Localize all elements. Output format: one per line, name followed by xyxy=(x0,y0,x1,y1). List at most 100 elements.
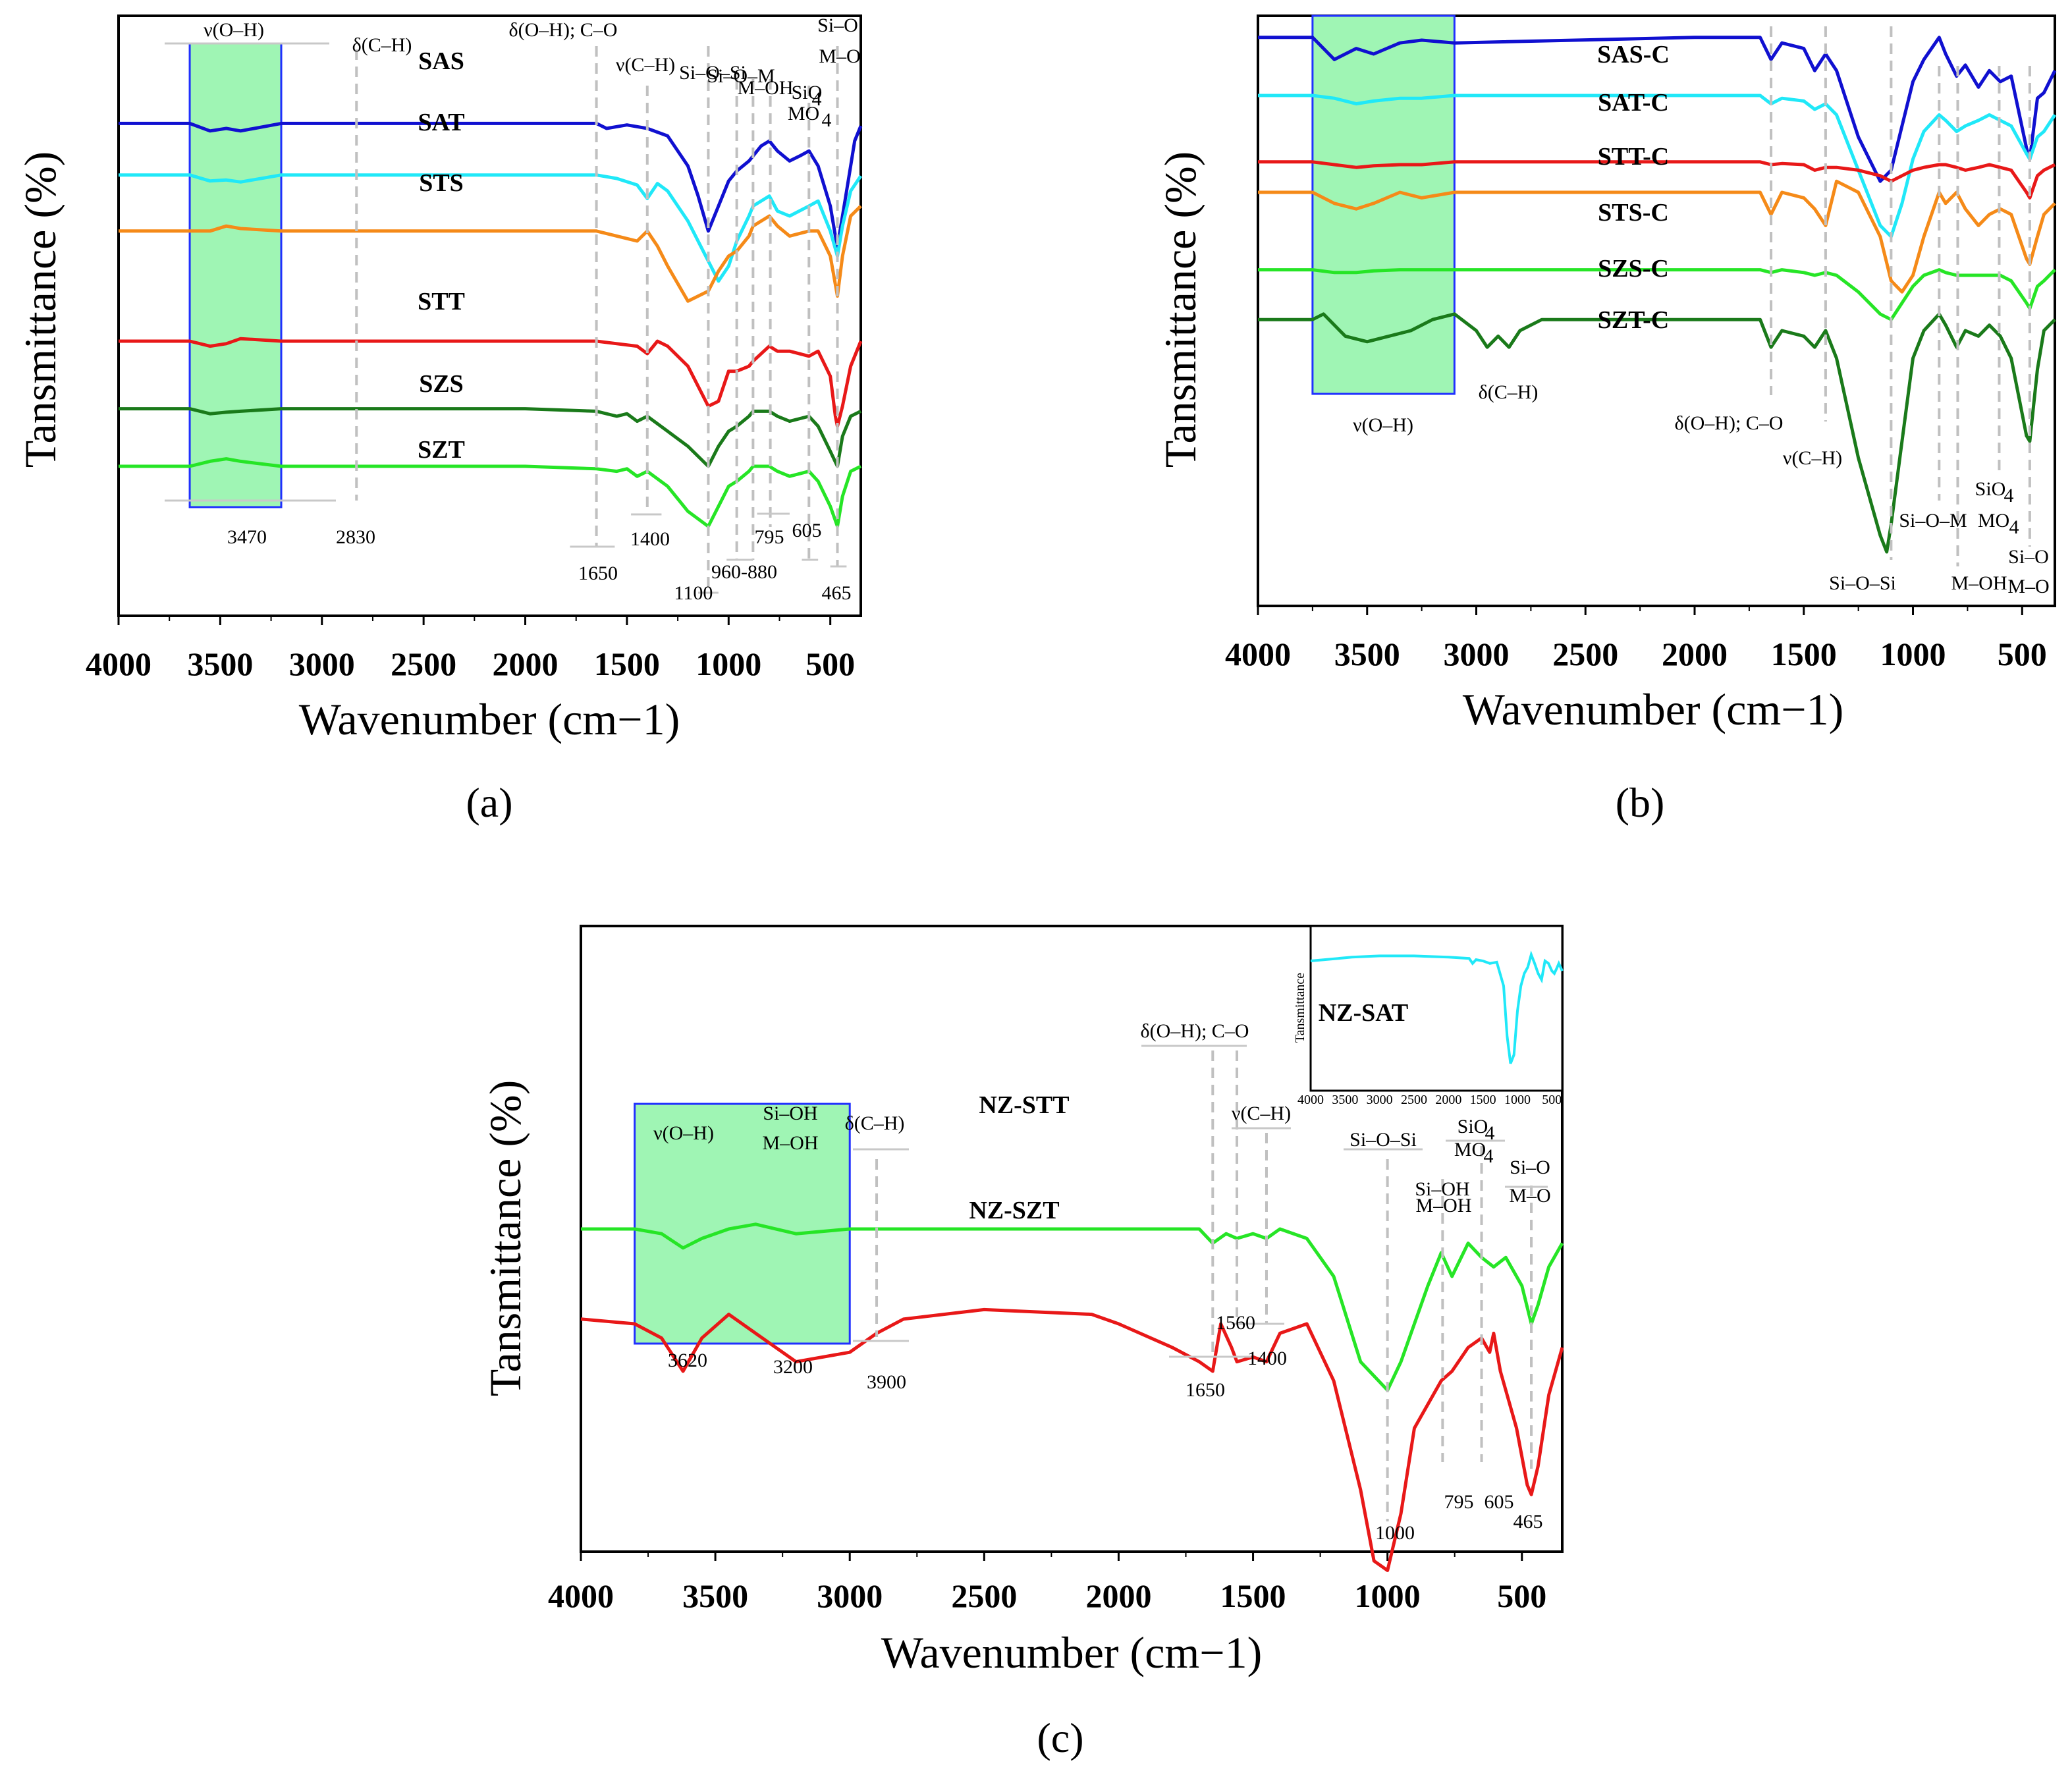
annot-sioh2-label: Si–OH xyxy=(1415,1178,1469,1200)
annot-sio4-label: SiO xyxy=(1975,478,2006,500)
series-label-nz-stt: NZ-STT xyxy=(979,1091,1069,1119)
x-tick-label: 500 xyxy=(1998,636,2047,672)
x-tick-label: 500 xyxy=(1497,1577,1546,1614)
series-line-nz-szt xyxy=(580,1307,1564,1572)
inset-x-tick-label: 3000 xyxy=(1367,1093,1393,1107)
series-line-sas-c xyxy=(1258,36,2057,183)
annot-sio-label: Si–O xyxy=(817,14,858,36)
annot-605: 605 xyxy=(792,520,822,541)
series-label-sts: STS xyxy=(419,169,464,197)
annot-siom-label: Si–O–M xyxy=(707,65,775,87)
series-label-szs-c: SZS-C xyxy=(1598,255,1669,283)
inset-x-tick-label: 3500 xyxy=(1332,1093,1358,1107)
inset-x-tick-label: 2000 xyxy=(1435,1093,1461,1107)
annot-siom-label: Si–O–M xyxy=(1899,510,1967,532)
x-tick-label: 1000 xyxy=(1355,1577,1421,1614)
inset-x-tick-label: 1500 xyxy=(1470,1093,1496,1107)
inset-x-tick-label: 1000 xyxy=(1504,1093,1531,1107)
x-tick-label: 1000 xyxy=(1880,636,1946,672)
panel-c-xlabel: Wavenumber (cm−1) xyxy=(881,1627,1263,1678)
series-line-szt xyxy=(119,457,862,528)
x-tick-label: 2500 xyxy=(391,645,456,682)
annot-1400: 1400 xyxy=(1247,1348,1287,1369)
inset-series-line xyxy=(1310,950,1564,1064)
annot-sioh-label: Si–OH xyxy=(763,1103,817,1124)
annot-mo4-label: MO xyxy=(788,103,819,124)
series-line-sat xyxy=(119,173,863,283)
annot-mo4-label: MO xyxy=(1454,1139,1486,1160)
annot-1000: 1000 xyxy=(1375,1522,1415,1544)
panel-c-caption: (c) xyxy=(1037,1714,1083,1761)
series-line-szs xyxy=(119,407,862,468)
series-label-sts-c: STS-C xyxy=(1598,199,1669,227)
annot-sio4-sub: 4 xyxy=(812,88,822,110)
series-line-szs-c xyxy=(1258,268,2056,321)
inset-frame xyxy=(1309,925,1564,1092)
series-label-szs: SZS xyxy=(419,370,464,398)
x-tick-label: 500 xyxy=(805,645,855,682)
series-label-szt-c: SZT-C xyxy=(1598,306,1669,334)
annot-sio4-sub: 4 xyxy=(2004,485,2014,506)
x-tick-label: 2000 xyxy=(493,645,559,682)
x-tick-label: 2500 xyxy=(1552,636,1618,672)
annot-465: 465 xyxy=(822,582,852,604)
x-tick-label: 1500 xyxy=(1220,1577,1286,1614)
panel-a-xlabel: Wavenumber (cm−1) xyxy=(299,694,680,744)
series-label-stt: STT xyxy=(418,288,465,315)
x-tick-label: 1500 xyxy=(594,645,660,682)
panel-b-xlabel: Wavenumber (cm−1) xyxy=(1463,684,1844,734)
annot-mo4-sub: 4 xyxy=(2009,516,2019,538)
annot-sio-label: Si–O xyxy=(1510,1157,1550,1178)
annot-1650: 1650 xyxy=(1186,1379,1225,1401)
annot-oh-stretch: ν(O–H) xyxy=(1353,414,1413,436)
annot-ch-bend: δ(C–H) xyxy=(352,34,412,56)
highlight-band-c xyxy=(634,1103,851,1345)
inset-series-label: NZ-SAT xyxy=(1319,999,1409,1027)
series-label-sas: SAS xyxy=(418,47,464,75)
series-line-sts-c xyxy=(1258,179,2056,294)
annot-oh-bend: δ(O–H); C–O xyxy=(1675,412,1784,434)
panel-c-ylabel: Tansmittance (%) xyxy=(480,1080,530,1396)
annot-mo4-label: MO xyxy=(1978,510,2009,532)
annot-1650: 1650 xyxy=(578,562,618,584)
annot-oh-bend: δ(O–H); C–O xyxy=(509,19,618,41)
series-line-sts xyxy=(119,205,862,303)
x-tick-label: 3000 xyxy=(817,1577,883,1614)
x-tick-label: 2500 xyxy=(951,1577,1017,1614)
panel-a-ylabel: Tansmittance (%) xyxy=(15,151,65,468)
annot-1400: 1400 xyxy=(630,528,670,550)
annot-ch-stretch: ν(C–H) xyxy=(1232,1103,1291,1124)
series-line-stt xyxy=(119,337,863,428)
annot-mo-label: M–O xyxy=(1509,1185,1550,1207)
x-tick-label: 3500 xyxy=(682,1577,748,1614)
series-label-sat-c: SAT-C xyxy=(1598,89,1669,117)
panel-a-caption: (a) xyxy=(466,779,512,826)
annot-sio4-sub: 4 xyxy=(1485,1122,1495,1144)
series-line-sat-c xyxy=(1258,94,2057,238)
x-tick-label: 3500 xyxy=(187,645,253,682)
annot-3900: 3900 xyxy=(867,1371,906,1393)
panel-b-caption: (b) xyxy=(1616,779,1665,826)
panel-c-frame xyxy=(580,925,1564,1553)
panel-b-frame xyxy=(1257,14,2056,607)
annot-sio4-label: SiO xyxy=(1458,1116,1488,1137)
annot-moh-label: M–OH xyxy=(762,1132,818,1154)
inset-chart: 4000 3500 3000 2500 2000 1500 1000 500 NZ-SAT Tan… xyxy=(1293,925,1564,1107)
panel-b: Tansmittance (%) Wavenumber (cm−1) (b) 4… xyxy=(1155,14,2057,826)
x-tick-label: 3000 xyxy=(1444,636,1510,672)
annot-605: 605 xyxy=(1485,1491,1514,1513)
annot-3200: 3200 xyxy=(773,1356,813,1378)
x-tick-label: 2000 xyxy=(1085,1577,1151,1614)
panel-c: Tansmittance (%) Wavenumber (cm−1) (c) 4… xyxy=(480,925,1564,1761)
annot-960-880: 960-880 xyxy=(711,561,777,583)
annot-sios-label: Si–O–Si xyxy=(1829,572,1896,594)
x-tick-label: 1500 xyxy=(1771,636,1837,672)
series-label-stt-c: STT-C xyxy=(1598,143,1669,171)
annot-3470: 3470 xyxy=(227,526,267,548)
series-label-szt: SZT xyxy=(418,436,465,464)
annot-oh-stretch: ν(O–H) xyxy=(204,19,264,41)
series-label-nz-szt: NZ-SZT xyxy=(969,1197,1059,1224)
series-line-sas xyxy=(119,121,863,248)
annot-moh-label: M–OH xyxy=(1951,572,2007,594)
panel-a-frame xyxy=(117,14,862,617)
